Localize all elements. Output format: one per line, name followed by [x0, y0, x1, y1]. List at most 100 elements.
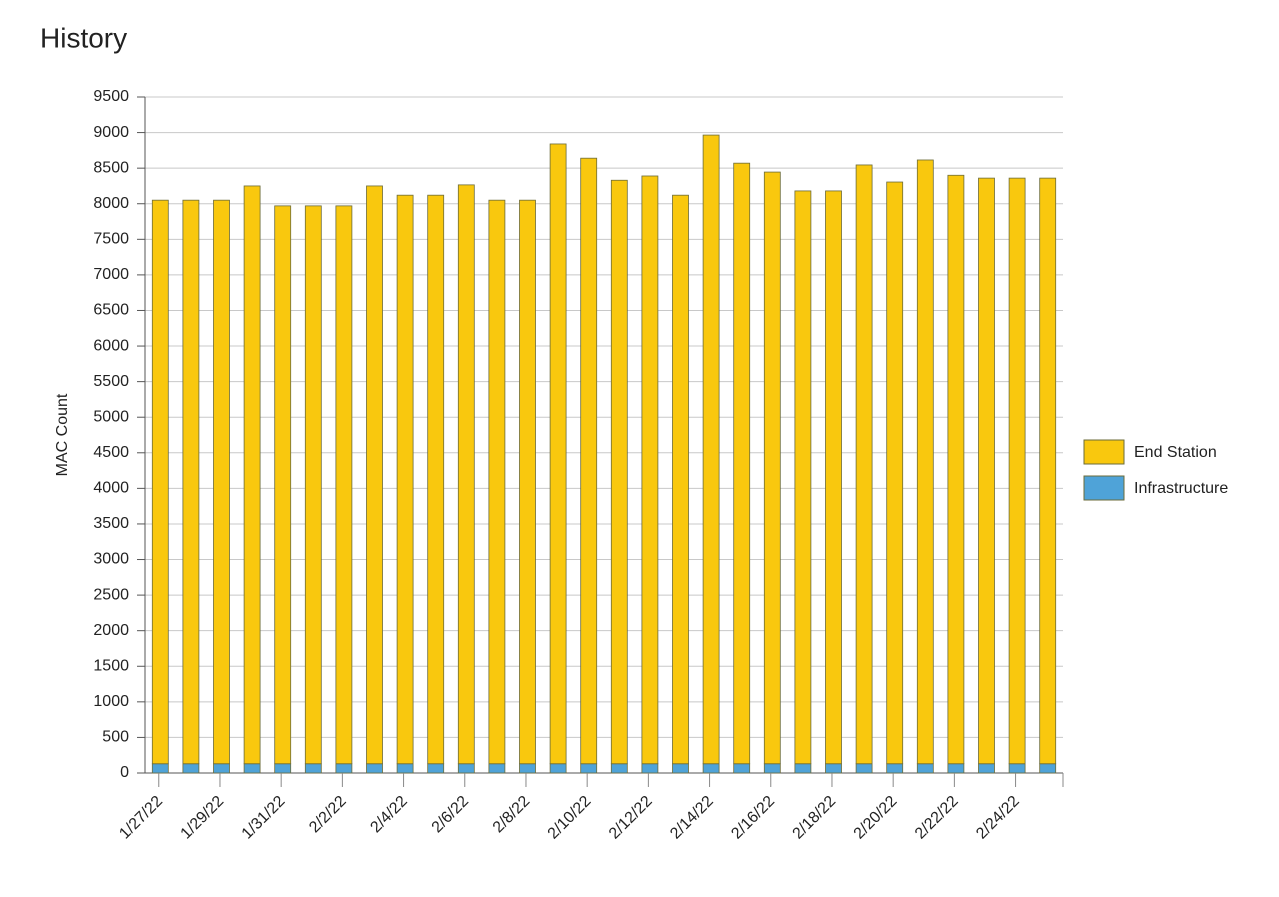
bar-segment: [151, 763, 169, 774]
y-tick-label: 9500: [93, 88, 129, 105]
bar-segment: [396, 763, 414, 774]
bar-segment: [549, 763, 567, 774]
bar-segment: [580, 763, 598, 774]
bar-segment: [916, 763, 934, 774]
x-tick-label: 2/10/22: [545, 793, 595, 843]
bar-segment: [1039, 177, 1057, 765]
bar-segment: [549, 143, 567, 765]
y-tick-label: 500: [102, 729, 129, 746]
bar-segment: [702, 763, 720, 774]
bar-segment: [886, 181, 904, 765]
bar-segment: [641, 763, 659, 774]
x-tick-label: 2/20/22: [851, 793, 901, 843]
x-tick-label: 2/12/22: [606, 793, 656, 843]
bar-segment: [366, 185, 383, 765]
bar-segment: [366, 763, 383, 774]
bar-segment: [978, 763, 995, 774]
y-tick-label: 9000: [93, 124, 129, 141]
y-tick-label: 6000: [93, 337, 129, 354]
y-tick-label: 0: [120, 764, 129, 781]
x-tick-label: 1/31/22: [239, 793, 289, 843]
x-tick-label: 2/8/22: [490, 793, 534, 837]
bar-segment: [213, 763, 230, 774]
y-tick-label: 4000: [93, 480, 129, 497]
bar-segment: [304, 205, 322, 765]
y-tick-label: 4500: [93, 444, 129, 461]
bar-segment: [396, 194, 414, 765]
bar-segment: [610, 763, 628, 774]
bar-segment: [672, 194, 689, 765]
bar-segment: [243, 185, 261, 765]
bar-segment: [916, 159, 934, 765]
y-tick-label: 7500: [93, 231, 129, 248]
x-tick-label: 1/27/22: [116, 793, 166, 843]
x-tick-label: 2/6/22: [429, 793, 473, 837]
x-tick-label: 2/2/22: [306, 793, 350, 837]
bar-segment: [825, 190, 842, 765]
bar-segment: [243, 763, 261, 774]
bar-segment: [427, 194, 445, 765]
bar-segment: [1039, 763, 1057, 774]
bar-segment: [641, 175, 659, 765]
x-tick-label: 1/29/22: [178, 793, 228, 843]
y-tick-label: 3000: [93, 551, 129, 568]
y-tick-label: 2000: [93, 622, 129, 639]
x-tick-label: 2/4/22: [367, 793, 411, 837]
x-tick-label: 2/24/22: [973, 793, 1023, 843]
y-tick-label: 1500: [93, 657, 129, 674]
legend-label: Infrastructure: [1134, 480, 1228, 497]
legend-label: End Station: [1134, 444, 1217, 461]
y-tick-label: 8500: [93, 159, 129, 176]
legend-swatch: [1083, 475, 1125, 501]
x-tick-label: 2/16/22: [728, 793, 778, 843]
bar-segment: [855, 763, 873, 774]
bar-segment: [1008, 177, 1026, 765]
bar-segment: [763, 171, 781, 765]
bar-segment: [335, 763, 353, 774]
bar-segment: [519, 763, 536, 774]
bar-segment: [580, 157, 598, 765]
bar-segment: [855, 164, 873, 765]
bar-segment: [733, 162, 751, 765]
x-tick-label: 2/22/22: [912, 793, 962, 843]
bar-segment: [947, 763, 965, 774]
bar-segment: [488, 763, 506, 774]
bar-segment: [519, 199, 536, 765]
y-tick-label: 5500: [93, 373, 129, 390]
bar-segment: [213, 199, 230, 765]
bar-segment: [274, 205, 292, 765]
bar-segment: [457, 763, 475, 774]
y-tick-label: 8000: [93, 195, 129, 212]
bar-segment: [457, 184, 475, 765]
bar-segment: [886, 763, 904, 774]
bar-segment: [825, 763, 842, 774]
bar-segment: [733, 763, 751, 774]
y-axis-label: MAC Count: [54, 393, 71, 476]
y-tick-label: 1000: [93, 693, 129, 710]
bar-segment: [182, 763, 200, 774]
bar-segment: [1008, 763, 1026, 774]
x-tick-label: 2/14/22: [667, 793, 717, 843]
bar-segment: [304, 763, 322, 774]
y-tick-label: 3500: [93, 515, 129, 532]
y-tick-label: 7000: [93, 266, 129, 283]
bar-segment: [488, 199, 506, 765]
x-tick-label: 2/18/22: [790, 793, 840, 843]
y-tick-label: 2500: [93, 586, 129, 603]
bar-segment: [702, 134, 720, 765]
y-tick-label: 6500: [93, 302, 129, 319]
bar-segment: [794, 763, 812, 774]
bar-segment: [610, 179, 628, 765]
bar-segment: [794, 190, 812, 765]
chart-title: History: [40, 22, 127, 53]
bar-segment: [274, 763, 292, 774]
bar-segment: [182, 199, 200, 765]
bar-segment: [151, 199, 169, 765]
bar-segment: [978, 177, 995, 765]
bar-segment: [427, 763, 445, 774]
y-tick-label: 5000: [93, 408, 129, 425]
bar-segment: [335, 205, 353, 765]
bar-segment: [947, 174, 965, 765]
